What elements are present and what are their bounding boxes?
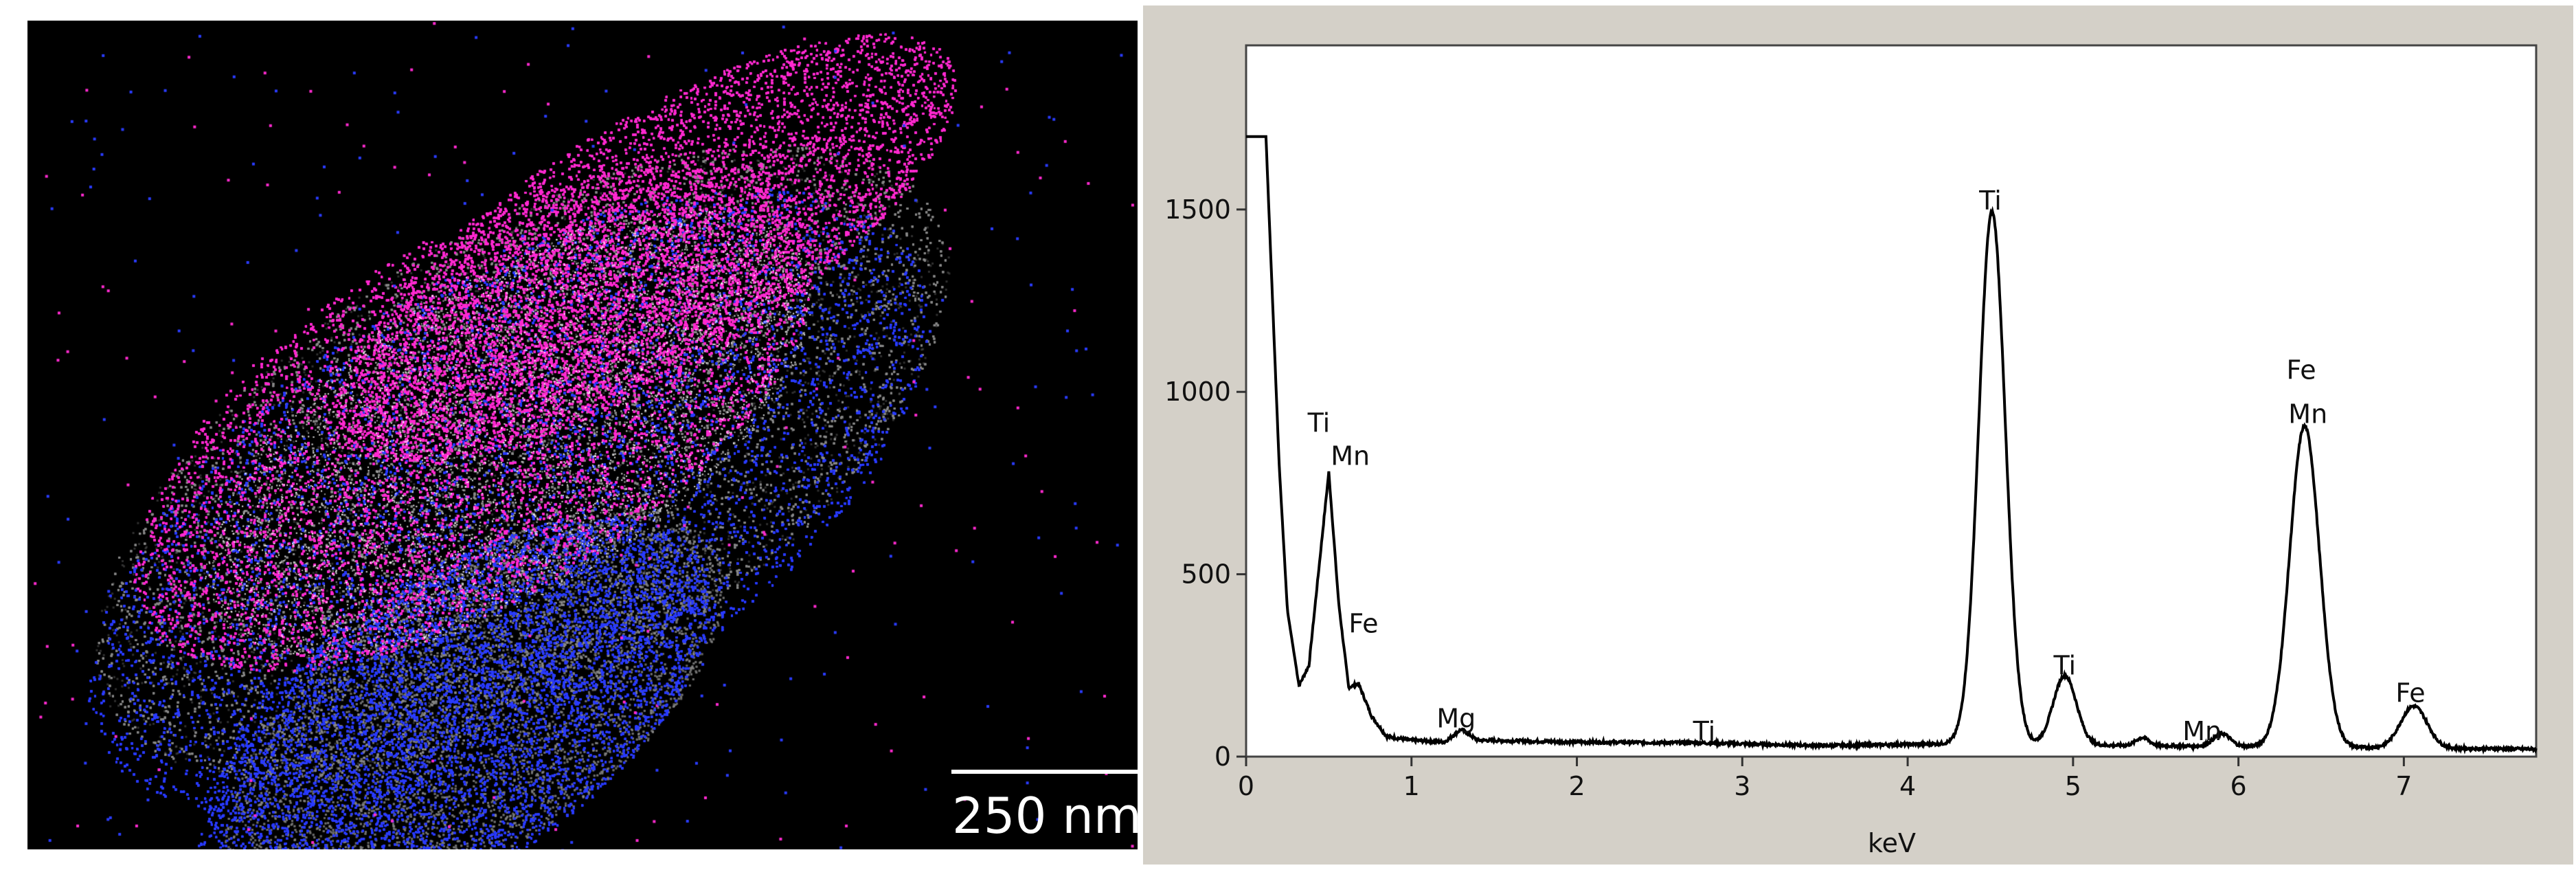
y-tick-label: 1000	[1164, 377, 1231, 407]
peak-label: Mg	[1436, 704, 1476, 734]
eds-spectrum-panel: 0 1 2 3 4 5 6 7 0 500 1000 1500 Ti Mn Fe Mg Ti Ti Ti Mn Fe M…	[1143, 5, 2573, 865]
elemental-map-canvas	[27, 21, 1138, 849]
x-axis-label: keV	[1868, 828, 1916, 858]
peak-label: Mn	[2288, 399, 2327, 429]
peak-label: Mn	[1331, 440, 1370, 471]
peak-label: Ti	[1978, 186, 2002, 216]
y-tick-label: 0	[1214, 741, 1231, 772]
x-tick-label: 2	[1568, 771, 1585, 801]
spectrum-line	[1246, 135, 2538, 755]
x-tick-label: 3	[1734, 771, 1750, 801]
peak-label: Ti	[2053, 651, 2077, 681]
scale-bar	[951, 770, 1138, 774]
x-tick-label: 1	[1403, 771, 1420, 801]
x-tick-label: 0	[1238, 771, 1254, 801]
peak-label: Ti	[1693, 716, 1716, 746]
scale-bar-label: 250 nm	[951, 787, 1138, 845]
y-tick-label: 500	[1181, 559, 1231, 590]
x-tick-label: 7	[2395, 771, 2412, 801]
peak-label: Ti	[1307, 408, 1331, 438]
x-tick-label: 4	[1899, 771, 1916, 801]
peak-label: Mn	[2182, 716, 2222, 746]
x-tick-label: 5	[2065, 771, 2081, 801]
eds-map-image: 250 nm	[27, 21, 1138, 849]
peak-label: Fe	[2287, 355, 2316, 386]
peak-label: Fe	[1348, 609, 1378, 639]
peak-label: Fe	[2395, 678, 2425, 708]
plot-area	[1245, 44, 2538, 758]
x-tick-label: 6	[2230, 771, 2247, 801]
y-tick-label: 1500	[1164, 194, 1231, 225]
